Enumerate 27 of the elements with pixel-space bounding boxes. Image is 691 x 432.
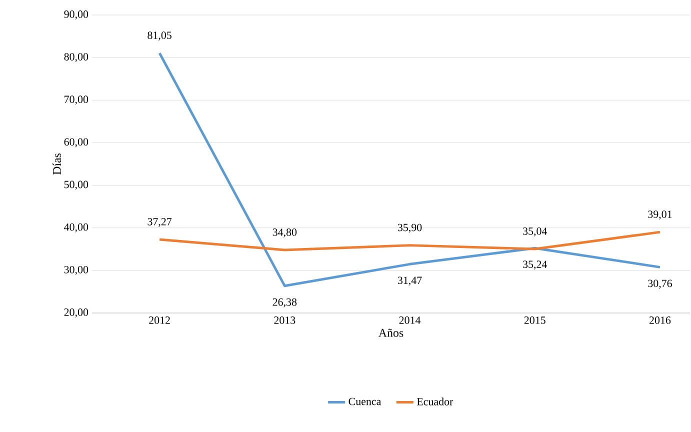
- y-tick-label: 90,00: [64, 10, 88, 20]
- x-tick-label: 2015: [524, 316, 546, 324]
- y-axis-title: Días: [52, 153, 61, 175]
- data-label: 39,01: [648, 210, 672, 220]
- x-tick-label: 2012: [149, 316, 170, 324]
- y-tick-label: 50,00: [64, 180, 88, 190]
- legend-label: Ecuador: [416, 398, 454, 406]
- data-label: 81,05: [148, 32, 172, 41]
- data-label: 35,24: [523, 260, 548, 270]
- data-label: 35,04: [523, 227, 548, 236]
- data-label: 30,76: [648, 280, 672, 289]
- x-axis-title: Años: [378, 328, 404, 337]
- y-tick-label: 60,00: [64, 138, 88, 148]
- x-tick-label: 2014: [399, 316, 421, 324]
- data-label: 31,47: [398, 276, 422, 286]
- data-label: 35,90: [398, 224, 422, 233]
- y-tick-label: 80,00: [64, 53, 88, 62]
- y-tick-label: 40,00: [64, 223, 88, 232]
- x-tick-label: 2013: [274, 316, 296, 324]
- y-tick-label: 20,00: [64, 308, 88, 318]
- data-label: 26,38: [272, 298, 297, 308]
- y-tick-label: 30,00: [64, 266, 88, 275]
- data-label: 37,27: [148, 218, 172, 227]
- y-tick-label: 70,00: [64, 96, 88, 105]
- x-tick-label: 2016: [650, 316, 671, 324]
- data-label: 34,80: [272, 228, 297, 238]
- legend-label: Cuenca: [348, 398, 382, 406]
